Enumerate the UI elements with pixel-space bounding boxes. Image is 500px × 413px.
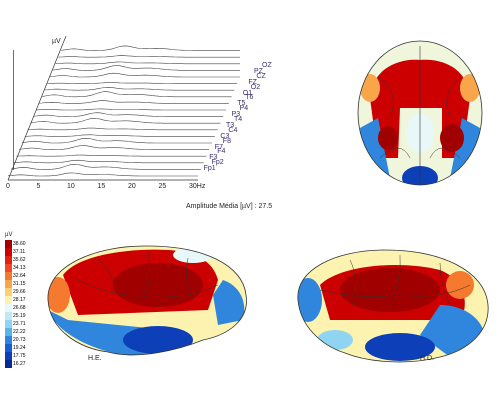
- spectrum-trace: [7, 172, 198, 177]
- channel-label: OZ: [262, 62, 272, 69]
- channel-label: O1: [242, 89, 253, 97]
- channel-label: P3: [231, 111, 241, 119]
- spectrum-trace: [55, 61, 240, 65]
- channel-label: F3: [209, 154, 218, 162]
- x-tick-label: 30Hz: [189, 183, 206, 190]
- scale-step: 31.15: [5, 280, 29, 288]
- x-tick-label: 10: [67, 183, 75, 190]
- spectrum-trace: [24, 134, 215, 137]
- spectra-plot: [7, 35, 240, 181]
- scale-step: 35.62: [5, 256, 29, 264]
- channel-label: CZ: [256, 72, 266, 80]
- scale-unit: µV: [5, 232, 13, 238]
- channel-label: Fp2: [211, 159, 224, 167]
- scale-step: 37.11: [5, 248, 29, 256]
- spectrum-trace: [16, 154, 207, 157]
- x-tick-label: 20: [128, 183, 136, 190]
- scale-step: 25.19: [5, 312, 29, 320]
- scale-step: 32.64: [5, 272, 29, 280]
- scale-step: 28.17: [5, 296, 29, 304]
- channel-label: O2: [250, 83, 261, 91]
- spectrum-trace: [47, 82, 238, 84]
- spectrum-trace: [21, 137, 212, 144]
- spectrum-trace: [38, 100, 229, 104]
- channel-label: F7: [214, 143, 223, 151]
- scale-step: 16.27: [5, 360, 29, 368]
- channel-label: F8: [222, 137, 231, 145]
- spectrum-trace: [33, 112, 224, 117]
- spectrum-trace: [19, 145, 210, 150]
- spectrum-trace: [27, 127, 218, 131]
- channel-label: C3: [220, 132, 230, 140]
- right-hemisphere-label: H.D.: [420, 355, 434, 362]
- brain-map-left-hemisphere: [47, 245, 247, 356]
- x-tick-label: 15: [97, 183, 106, 190]
- scale-step: 29.66: [5, 288, 29, 296]
- spectrum-trace: [41, 91, 232, 98]
- channel-label: P4: [239, 105, 249, 113]
- spectrum-trace: [61, 45, 240, 51]
- channel-label: PZ: [254, 68, 263, 75]
- spectra-axes: [7, 35, 198, 181]
- channel-label: T3: [226, 122, 235, 129]
- x-tick-label: 5: [36, 183, 41, 190]
- brain-map-right-hemisphere: [297, 249, 489, 363]
- spectrum-trace: [58, 55, 240, 58]
- x-tick-label: 25: [158, 183, 167, 190]
- scale-step: 23.71: [5, 320, 29, 328]
- channel-label: T4: [234, 116, 243, 123]
- scale-step: 22.22: [5, 328, 29, 336]
- spectrum-trace: [10, 163, 201, 170]
- spectrum-trace: [30, 117, 221, 124]
- spectrum-trace: [44, 86, 235, 91]
- scale-step: 19.24: [5, 344, 29, 352]
- spectrum-trace: [35, 108, 226, 111]
- left-hemisphere-label: H.E.: [88, 355, 102, 362]
- channel-label: Fp1: [203, 165, 216, 173]
- channel-label: C4: [228, 126, 238, 134]
- channel-label: FZ: [248, 78, 257, 86]
- channel-label: T5: [237, 100, 246, 108]
- mean-amplitude-text: Amplitude Média [µV] : 27.5: [186, 203, 273, 210]
- scale-step: 38.60: [5, 240, 29, 248]
- spectra-y-unit: µV: [52, 38, 61, 45]
- color-scale: 38.60 37.11 35.62 34.13 32.64 31.15 29.66 28.17…: [5, 240, 29, 376]
- channel-label: F4: [217, 148, 226, 156]
- scale-step: 26.68: [5, 304, 29, 312]
- channel-label: T6: [245, 94, 254, 102]
- x-tick-label: 0: [6, 183, 10, 190]
- brain-map-top-view: [357, 40, 483, 186]
- scale-step: 17.75: [5, 352, 29, 360]
- spectrum-trace: [49, 72, 240, 78]
- scale-step: 20.73: [5, 336, 29, 344]
- scale-step: 34.13: [5, 264, 29, 272]
- spectrum-trace: [52, 65, 240, 71]
- spectrum-trace: [13, 159, 204, 164]
